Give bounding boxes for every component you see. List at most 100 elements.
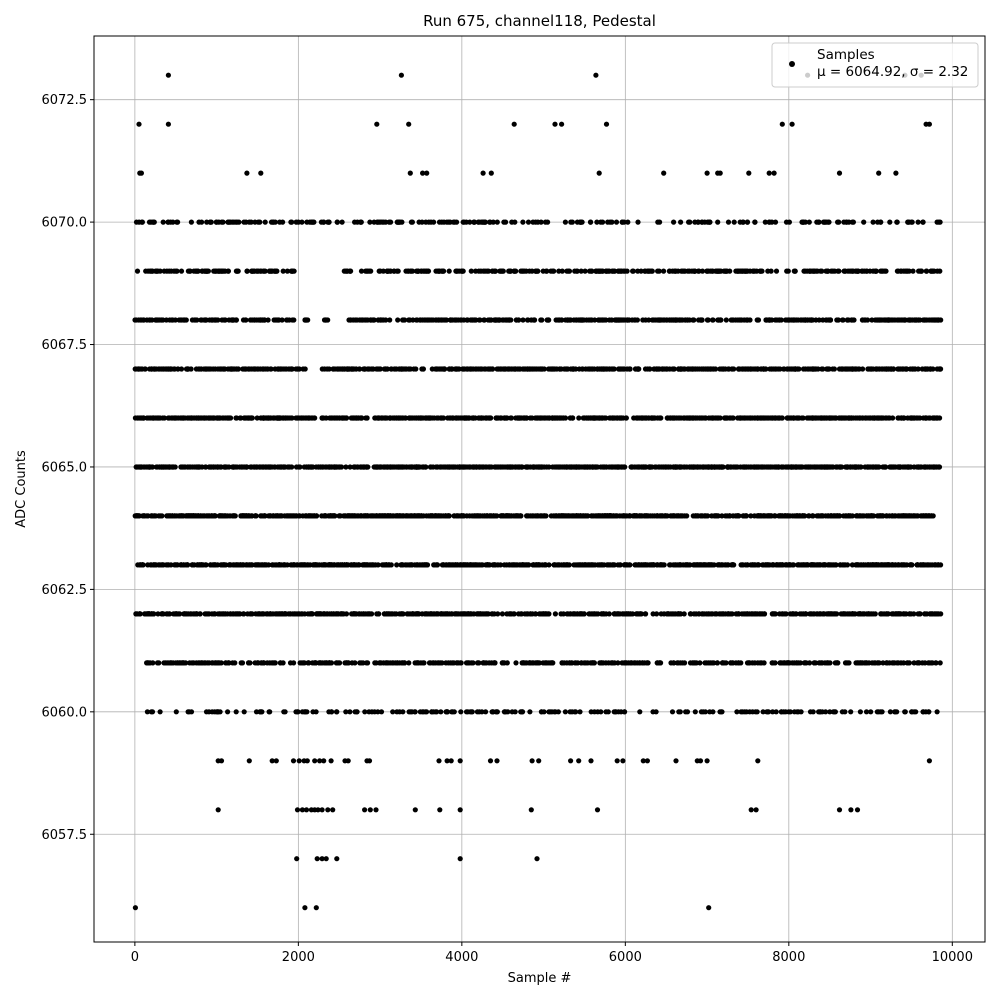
data-point	[810, 317, 816, 323]
data-point	[624, 317, 631, 323]
data-point	[461, 513, 467, 519]
data-point	[790, 317, 796, 323]
data-point	[178, 513, 184, 519]
data-point	[815, 366, 821, 372]
data-point	[847, 513, 853, 519]
data-point	[280, 464, 286, 470]
data-point	[580, 317, 586, 323]
data-point	[859, 317, 866, 323]
data-point	[262, 219, 268, 225]
data-point	[608, 513, 614, 519]
data-point	[910, 513, 916, 519]
data-point	[266, 562, 272, 568]
data-point	[321, 513, 327, 519]
data-point	[407, 415, 413, 421]
data-point	[288, 366, 295, 372]
data-point	[837, 562, 843, 568]
data-point	[671, 513, 677, 519]
data-point	[654, 366, 660, 372]
data-point	[332, 366, 338, 372]
data-point	[396, 513, 403, 519]
data-point	[582, 268, 588, 274]
data-point	[312, 513, 318, 519]
data-point	[623, 415, 629, 421]
data-point	[288, 268, 294, 274]
data-point	[153, 562, 159, 568]
data-point	[685, 366, 692, 372]
data-point	[196, 219, 202, 225]
data-point	[231, 464, 237, 470]
data-point	[713, 513, 719, 519]
data-point	[724, 513, 730, 519]
data-point	[617, 415, 623, 421]
data-point	[917, 464, 923, 470]
data-point	[754, 366, 760, 372]
data-point	[358, 317, 364, 323]
data-point	[277, 513, 284, 519]
data-point	[532, 415, 539, 421]
data-point	[895, 415, 901, 421]
data-point	[744, 219, 751, 225]
data-point	[562, 219, 569, 225]
data-point	[643, 513, 649, 519]
data-point	[321, 562, 327, 568]
data-point	[513, 268, 519, 274]
data-point	[229, 366, 235, 372]
data-point	[472, 513, 478, 519]
data-point	[632, 366, 639, 372]
data-point	[267, 513, 273, 519]
data-point	[331, 415, 338, 421]
data-point	[525, 219, 532, 225]
data-point	[168, 268, 174, 274]
data-point	[438, 415, 444, 421]
data-point	[699, 317, 705, 323]
data-point	[923, 513, 929, 519]
data-point	[363, 268, 369, 274]
data-point	[847, 464, 854, 470]
data-point	[876, 464, 882, 470]
data-point	[544, 415, 550, 421]
data-point	[559, 513, 565, 519]
data-point	[411, 366, 417, 372]
data-point	[737, 464, 744, 470]
data-point	[408, 268, 414, 274]
data-point	[450, 415, 456, 421]
data-point	[887, 317, 893, 323]
data-point	[395, 317, 401, 323]
data-point	[678, 219, 684, 225]
data-point	[517, 464, 523, 470]
data-point	[147, 268, 153, 274]
data-point	[210, 366, 216, 372]
data-point	[854, 513, 860, 519]
data-point	[345, 366, 351, 372]
data-point	[819, 268, 825, 274]
data-point	[243, 464, 249, 470]
data-point	[358, 219, 364, 225]
data-point	[661, 268, 667, 274]
data-point	[150, 219, 156, 225]
data-point	[296, 415, 302, 421]
data-point	[388, 366, 395, 372]
data-point	[427, 415, 433, 421]
data-point	[244, 513, 250, 519]
data-point	[364, 513, 371, 519]
data-point	[871, 513, 877, 519]
data-point	[629, 464, 635, 470]
data-point	[189, 513, 195, 519]
data-point	[160, 562, 166, 568]
data-point	[584, 464, 590, 470]
data-point	[914, 415, 920, 421]
data-point	[859, 268, 866, 274]
data-point	[157, 513, 163, 519]
data-point	[691, 268, 697, 274]
data-point	[672, 415, 678, 421]
data-point	[361, 366, 367, 372]
data-point	[533, 268, 539, 274]
data-point	[530, 464, 537, 470]
data-point	[249, 513, 255, 519]
data-point	[605, 219, 611, 225]
data-point	[451, 513, 457, 519]
data-point	[423, 317, 429, 323]
data-point	[916, 268, 922, 274]
data-point	[690, 317, 696, 323]
